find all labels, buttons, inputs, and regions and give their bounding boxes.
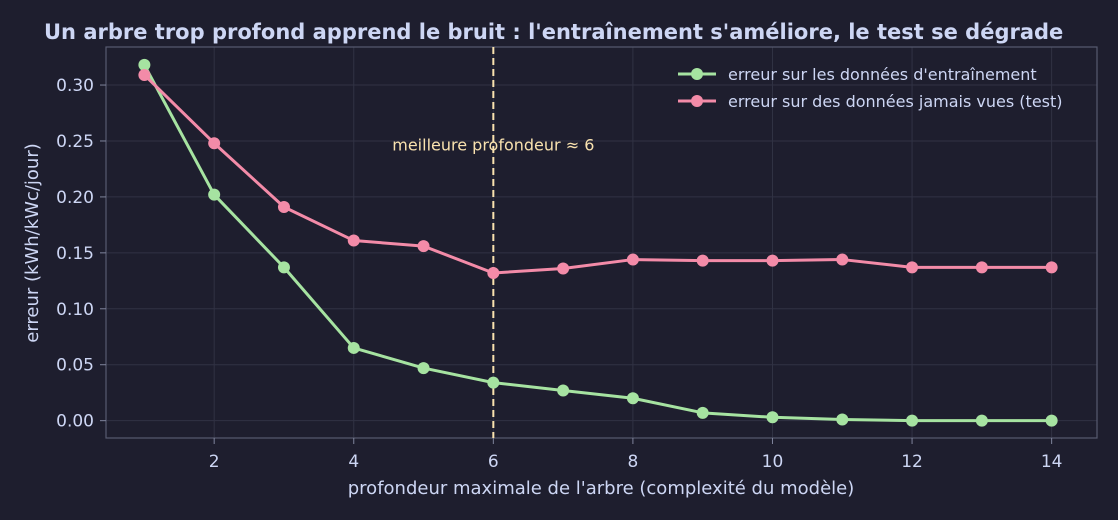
series-0-point	[836, 413, 849, 426]
series-1-point	[557, 262, 570, 275]
x-tick-label: 4	[348, 452, 359, 472]
series-0-point	[347, 341, 360, 354]
series-1-point	[417, 240, 430, 253]
legend-label-0: erreur sur les données d'entraînement	[728, 65, 1037, 84]
tick-layer: 0.00 0.05 0.10 0.15 0.20 0.25 0.30 2 4 6 8 10 12 14	[56, 76, 1062, 472]
series-1-point	[626, 253, 639, 266]
series-layer	[138, 58, 1058, 427]
series-1-point	[208, 137, 221, 150]
x-tick-label: 6	[488, 452, 499, 472]
x-tick-label: 12	[901, 452, 923, 472]
series-1-point	[347, 234, 360, 247]
legend-marker-0	[691, 68, 703, 80]
y-tick-label: 0.05	[56, 356, 94, 376]
series-0-point	[277, 261, 290, 274]
legend-label-1: erreur sur des données jamais vues (test…	[728, 92, 1063, 111]
x-tick-label: 2	[209, 452, 220, 472]
legend-marker-1	[691, 95, 703, 107]
series-line-0	[142, 63, 1054, 423]
series-0-point	[975, 414, 988, 427]
series-0-point	[766, 411, 779, 424]
chart-title: Un arbre trop profond apprend le bruit :…	[44, 20, 1063, 44]
x-tick-label: 14	[1041, 452, 1063, 472]
series-0-point	[626, 392, 639, 405]
series-line-1	[142, 73, 1054, 275]
y-tick-label: 0.20	[56, 188, 94, 208]
annotation-layer: meilleure profondeur ≈ 6	[392, 47, 594, 438]
series-1-point	[138, 68, 151, 81]
y-tick-label: 0.15	[56, 244, 94, 264]
series-0-point	[696, 406, 709, 419]
y-tick-label: 0.25	[56, 132, 94, 152]
y-tick-label: 0.30	[56, 76, 94, 96]
x-axis-label: profondeur maximale de l'arbre (complexi…	[348, 478, 855, 499]
y-tick-label: 0.10	[56, 300, 94, 320]
series-0-point	[906, 414, 919, 427]
series-1-point	[487, 266, 500, 279]
series-1-point	[1045, 261, 1058, 274]
series-0-point	[417, 362, 430, 375]
series-1-point	[696, 254, 709, 267]
series-0-point	[1045, 414, 1058, 427]
annotation-text: meilleure profondeur ≈ 6	[392, 135, 594, 154]
series-1-point	[975, 261, 988, 274]
series-0-point	[208, 188, 221, 201]
legend: erreur sur les données d'entraînement err…	[678, 65, 1063, 111]
y-tick-label: 0.00	[56, 412, 94, 432]
x-tick-label: 8	[627, 452, 638, 472]
series-1-point	[836, 253, 849, 266]
series-0-point	[557, 384, 570, 397]
series-0-point	[138, 58, 151, 71]
series-1-point	[277, 200, 290, 213]
series-1-point	[766, 254, 779, 267]
x-tick-label: 10	[762, 452, 784, 472]
series-1-point	[906, 261, 919, 274]
plot-frame	[105, 46, 1098, 439]
series-0-point	[487, 376, 500, 389]
grid	[106, 47, 1097, 438]
y-axis-label: erreur (kWh/kWc/jour)	[22, 143, 43, 343]
